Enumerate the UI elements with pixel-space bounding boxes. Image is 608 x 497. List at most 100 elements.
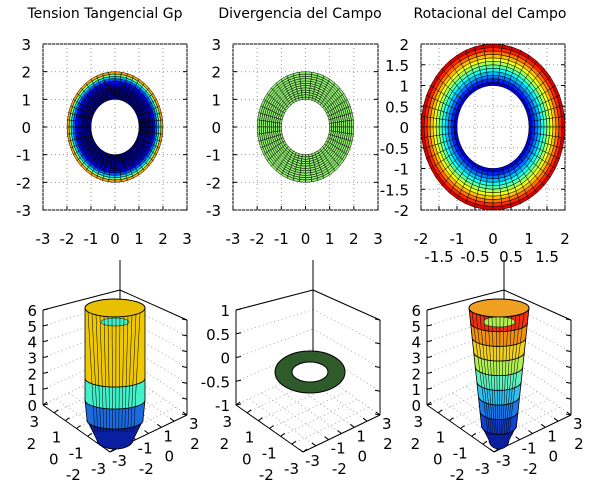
x-tick-label: 2 xyxy=(158,230,168,248)
x-tick xyxy=(88,433,92,436)
y-tick xyxy=(363,418,367,421)
y-tick-label: -3 xyxy=(496,452,511,470)
subplot-title: Rotacional del Campo xyxy=(414,6,567,22)
surface-patch xyxy=(299,180,305,183)
z-tick-label: 0.5 xyxy=(206,326,230,344)
y-tick-label: 2 xyxy=(21,64,31,82)
z-tick xyxy=(182,335,187,336)
y-tick-label: 2 xyxy=(383,435,393,453)
z-tick xyxy=(566,335,571,336)
subplot-3: Rotacional del Campo-2-1.5-1-0.500.511.5… xyxy=(380,6,570,266)
x-tick-label: 0 xyxy=(49,451,59,469)
y-tick-label: -1 xyxy=(394,161,409,179)
y-tick-label: 2 xyxy=(574,435,584,453)
y-tick-label: 1 xyxy=(163,427,173,445)
y-tick-label: 1 xyxy=(211,91,221,109)
z-tick xyxy=(182,351,187,352)
y-tick-label: 3 xyxy=(573,415,583,433)
y-tick-label: -1 xyxy=(522,440,537,458)
x-tick-label: -3 xyxy=(226,230,241,248)
x-tick-label: 2 xyxy=(411,435,421,453)
y-tick xyxy=(338,431,342,434)
x-tick xyxy=(77,426,81,429)
surface-patch xyxy=(484,206,493,210)
z-tick xyxy=(236,380,241,381)
surface-patch xyxy=(109,72,115,75)
surface-patch xyxy=(306,180,312,183)
y-tick xyxy=(350,424,354,427)
x-tick-label: -1.5 xyxy=(424,248,453,266)
x-tick-label: 3 xyxy=(222,413,232,431)
surface-patch xyxy=(351,127,353,134)
z-tick xyxy=(43,388,48,389)
x-tick xyxy=(438,410,442,413)
y-tick xyxy=(554,418,558,421)
surface-patch xyxy=(493,44,502,48)
x-tick-label: 0 xyxy=(488,230,498,248)
y-tick-label: 1.5 xyxy=(385,57,409,75)
x-tick-label: 0 xyxy=(110,230,120,248)
x-tick-label: 1 xyxy=(134,230,144,248)
y-tick xyxy=(516,437,520,440)
x-tick-label: -1 xyxy=(450,230,465,248)
surface-patch xyxy=(115,72,121,75)
surface-patch xyxy=(421,116,425,127)
z-tick xyxy=(236,357,241,358)
z-tick xyxy=(427,372,432,373)
x-tick-label: -0.5 xyxy=(460,248,489,266)
x-tick-label: -2 xyxy=(60,230,75,248)
cone-inner xyxy=(483,317,515,327)
y-tick-label: 0 xyxy=(21,119,31,137)
x-tick-label: -1 xyxy=(274,230,289,248)
x-tick-label: 1 xyxy=(325,230,335,248)
surface-patch xyxy=(257,127,259,134)
z-tick-label: 1 xyxy=(220,302,230,320)
x-tick-label: -3 xyxy=(475,460,490,478)
z-tick xyxy=(43,357,48,358)
y-tick-label: -2 xyxy=(16,174,31,192)
surface-patch xyxy=(484,44,493,48)
y-tick-label: 2 xyxy=(190,435,200,453)
surface-patch xyxy=(67,127,69,134)
grid-line xyxy=(313,310,380,344)
x-tick-label: 1 xyxy=(52,429,62,447)
y-tick-label: 2 xyxy=(399,36,409,54)
cone-top xyxy=(469,299,529,317)
x-tick-label: 3 xyxy=(182,230,192,248)
x-tick-label: 0.5 xyxy=(499,248,523,266)
y-tick-label: 2 xyxy=(211,64,221,82)
y-tick-label: 0 xyxy=(211,119,221,137)
x-tick-label: 1 xyxy=(436,429,446,447)
y-tick-label: -0.5 xyxy=(380,140,409,158)
z-tick-label: 0 xyxy=(220,350,230,368)
y-tick-label: -1 xyxy=(206,147,221,165)
y-tick-label: 1 xyxy=(21,91,31,109)
z-tick xyxy=(375,390,380,391)
surface-patch xyxy=(561,127,565,138)
y-tick xyxy=(106,449,110,452)
surface-patch xyxy=(561,116,565,127)
z-tick xyxy=(236,333,241,334)
z-tick xyxy=(182,382,187,383)
y-tick xyxy=(541,424,545,427)
z-tick xyxy=(427,325,432,326)
ring-hole xyxy=(292,362,328,382)
surface-patch xyxy=(67,120,69,127)
cylinder-inner xyxy=(101,318,129,326)
x-tick-label: 0 xyxy=(242,451,252,469)
x-tick-label: -3 xyxy=(36,230,51,248)
y-tick-label: -2 xyxy=(206,174,221,192)
grid-line xyxy=(236,310,313,334)
x-tick-label: 2 xyxy=(220,435,230,453)
y-tick-label: -2 xyxy=(332,460,347,478)
subplot-title: Divergencia del Campo xyxy=(218,6,381,22)
y-tick-label: 0 xyxy=(165,448,175,466)
z-tick-label: -0.5 xyxy=(201,373,230,391)
x-tick-label: 2 xyxy=(560,230,570,248)
y-tick-label: 0 xyxy=(549,448,559,466)
x-tick-label: -1 xyxy=(69,444,84,462)
